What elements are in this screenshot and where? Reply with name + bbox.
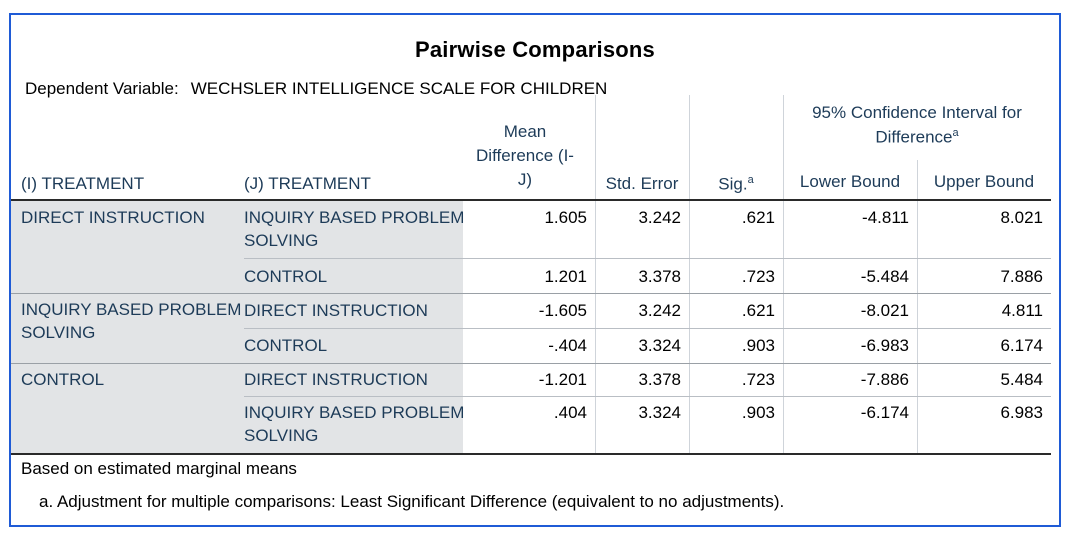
std-error-cell: 3.378	[638, 370, 681, 389]
sig-cell: .723	[741, 267, 775, 286]
row-label-background	[11, 201, 463, 453]
mean-diff-cell: -1.201	[538, 370, 587, 389]
table-frame: Pairwise Comparisons Dependent Variable:…	[9, 13, 1061, 527]
j-treatment-cell: INQUIRY BASED PROBLEM	[244, 208, 465, 227]
header-mean-diff-l1: Mean	[503, 122, 547, 141]
j-treatment-cell: DIRECT INSTRUCTION	[244, 370, 428, 389]
body-divider	[689, 201, 690, 453]
lower-bound-cell: -6.983	[860, 336, 909, 355]
header-ci-l1: 95% Confidence Interval for	[812, 103, 1022, 122]
j-treatment-cell-l2: SOLVING	[244, 426, 319, 445]
upper-bound-cell: 4.811	[1001, 301, 1043, 320]
header-mean-diff-l3: J)	[517, 170, 533, 189]
header-i-treatment: (I) TREATMENT	[21, 174, 145, 193]
header-sig: Sig.a	[718, 174, 754, 194]
mean-diff-cell: -.404	[548, 336, 587, 355]
upper-bound-cell: 5.484	[1000, 370, 1043, 389]
group-label-control: CONTROL	[21, 370, 105, 389]
lower-bound-cell: -8.021	[860, 301, 909, 320]
mean-diff-cell: 1.201	[544, 267, 587, 286]
j-treatment-cell: CONTROL	[244, 267, 328, 286]
footnote-based-on: Based on estimated marginal means	[21, 459, 297, 478]
group-divider	[11, 363, 1051, 364]
header-mean-diff-l2: Difference (I-	[476, 146, 574, 165]
upper-bound-cell: 6.983	[1000, 403, 1043, 422]
std-error-cell: 3.378	[638, 267, 681, 286]
header-ci-l2: Differencea	[875, 127, 959, 147]
sig-cell: .903	[741, 403, 775, 422]
group-label-inquiry-l2: SOLVING	[21, 323, 96, 342]
lower-bound-cell: -5.484	[860, 267, 909, 286]
sig-cell: .621	[741, 208, 775, 227]
table-bottom-rule	[11, 453, 1051, 455]
header-lower-bound: Lower Bound	[799, 172, 901, 191]
upper-bound-cell: 8.021	[1000, 208, 1043, 227]
group-label-inquiry-l1: INQUIRY BASED PROBLEM	[21, 300, 242, 319]
header-divider	[783, 95, 784, 213]
sig-cell: .723	[741, 370, 775, 389]
dependent-variable-line: Dependent Variable: WECHSLER INTELLIGENCE…	[25, 79, 607, 99]
header-rule	[11, 199, 1051, 201]
mean-diff-cell: 1.605	[544, 208, 587, 227]
j-treatment-cell: DIRECT INSTRUCTION	[244, 301, 428, 320]
std-error-cell: 3.242	[638, 301, 681, 320]
group-label-direct-instruction: DIRECT INSTRUCTION	[21, 208, 205, 227]
row-divider	[244, 258, 1051, 259]
body-divider	[783, 201, 784, 453]
header-std-error: Std. Error	[605, 174, 679, 193]
header-divider	[689, 95, 690, 213]
body-divider	[917, 201, 918, 453]
sig-cell: .621	[741, 301, 775, 320]
row-divider	[244, 396, 1051, 397]
j-treatment-cell: INQUIRY BASED PROBLEM	[244, 403, 465, 422]
mean-diff-cell: .404	[553, 403, 587, 422]
header-j-treatment: (J) TREATMENT	[244, 174, 371, 193]
header-divider	[595, 95, 596, 213]
std-error-cell: 3.324	[638, 336, 681, 355]
dependent-variable-value: WECHSLER INTELLIGENCE SCALE FOR CHILDREN	[190, 79, 608, 98]
body-divider	[595, 201, 596, 453]
std-error-cell: 3.324	[638, 403, 681, 422]
upper-bound-cell: 7.886	[1000, 267, 1043, 286]
lower-bound-cell: -7.886	[860, 370, 909, 389]
header-divider	[917, 160, 918, 213]
lower-bound-cell: -4.811	[862, 208, 909, 227]
dependent-variable-label: Dependent Variable:	[25, 79, 179, 98]
lower-bound-cell: -6.174	[860, 403, 909, 422]
j-treatment-cell: CONTROL	[244, 336, 328, 355]
footnote-a: a. Adjustment for multiple comparisons: …	[39, 492, 785, 511]
row-divider	[244, 328, 1051, 329]
upper-bound-cell: 6.174	[1000, 336, 1043, 355]
sig-cell: .903	[741, 336, 775, 355]
group-divider	[11, 293, 1051, 294]
header-upper-bound: Upper Bound	[933, 172, 1035, 191]
std-error-cell: 3.242	[638, 208, 681, 227]
j-treatment-cell-l2: SOLVING	[244, 231, 319, 250]
table-title: Pairwise Comparisons	[415, 37, 655, 62]
mean-diff-cell: -1.605	[538, 301, 587, 320]
